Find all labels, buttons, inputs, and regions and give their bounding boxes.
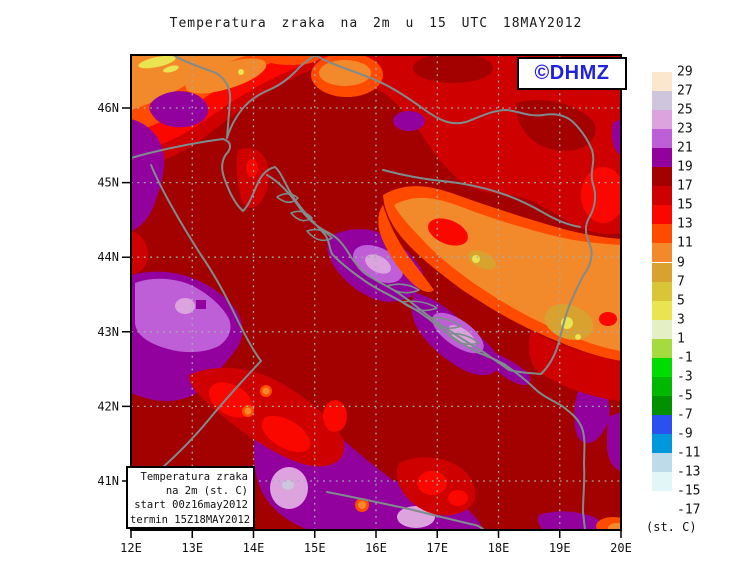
island-outline (290, 210, 313, 222)
temp-nw-yellow-streak-2 (163, 65, 179, 73)
temp-purple-small-square (196, 300, 206, 309)
border-alps (173, 55, 232, 139)
temp-patch-dark-2 (515, 100, 596, 151)
temp-band-yellow-dot-3 (575, 334, 581, 340)
lat-label-44N: 44N (97, 250, 119, 264)
page-title: Temperatura zraka na 2m u 15 UTC 18MAY20… (169, 16, 583, 31)
coastlines-and-borders (131, 55, 597, 530)
temp-purple-sliver-ne-edge (611, 119, 621, 155)
temp-nw-yellow-streak-1 (138, 55, 176, 69)
temp-band-yellow-dot-1 (472, 255, 480, 263)
border-montenegro (508, 369, 542, 375)
graticule (131, 55, 621, 530)
lon-label-13E: 13E (181, 541, 203, 555)
adriatic-islands (276, 192, 480, 346)
axis-labels: 46N 45N 44N 43N 42N 41N 12E 13E 14E 15E 16E 17E 18E 1… (97, 101, 632, 555)
temp-coastal-orangered-streak (378, 205, 434, 292)
border-bosnia (266, 174, 510, 371)
temp-band-brightred-spot (428, 218, 468, 246)
temp-patch-dark-1 (413, 55, 493, 83)
lon-label-18E: 18E (488, 541, 510, 555)
temp-midleft-orange-dot-1 (262, 387, 270, 395)
temp-purple-west-band (131, 119, 165, 231)
info-line-4: termin 15Z18MAY2012 (130, 513, 251, 526)
lon-label-12E: 12E (120, 541, 142, 555)
lon-label-14E: 14E (243, 541, 265, 555)
island-outline (427, 316, 462, 329)
temp-lilac-westcenter-core (175, 298, 195, 314)
border-slovenia-croatia (226, 55, 316, 139)
island-outline (276, 192, 299, 204)
border-sava (382, 169, 581, 228)
temp-nw-yellow-dot (238, 69, 244, 75)
temp-istria-bright (246, 159, 258, 177)
island-outline (386, 283, 420, 294)
lat-label-41N: 41N (97, 474, 119, 488)
border-hungary (314, 55, 593, 151)
lon-label-16E: 16E (365, 541, 387, 555)
border-serbia (540, 149, 597, 375)
temp-lilac-central-core (365, 254, 391, 274)
temp-midleft-bright-2 (261, 415, 311, 453)
lat-label-43N: 43N (97, 325, 119, 339)
temp-midleft-bright-1 (208, 382, 254, 418)
dhmz-logo-text: ©DHMZ (534, 62, 610, 84)
island-outline (447, 332, 480, 346)
temp-leftedge-red (131, 231, 148, 275)
temp-purple-nw-patch (149, 91, 209, 128)
temp-orange-dot-south (358, 501, 366, 509)
lon-label-20E: 20E (610, 541, 632, 555)
lon-label-15E: 15E (304, 541, 326, 555)
info-line-1: Temperatura zraka (140, 471, 248, 483)
temp-orchid-westcenter (135, 278, 231, 353)
lat-label-42N: 42N (97, 399, 119, 413)
temp-patch-dark-3 (381, 112, 487, 205)
island-outline (401, 300, 438, 312)
island-outline (306, 228, 333, 242)
temp-bottomcenter-bright-2 (448, 490, 468, 506)
lat-label-46N: 46N (97, 101, 119, 115)
temp-midleft-orange-dot-2 (244, 407, 252, 415)
temp-spot-bright-ne (581, 167, 621, 223)
temp-lavender-south-dot (282, 480, 294, 490)
lat-label-45N: 45N (97, 176, 119, 190)
temp-region-ne-15-17 (281, 55, 621, 235)
temp-corner-orange-se (608, 523, 621, 530)
coastline-adriatic (131, 138, 586, 530)
lon-label-17E: 17E (426, 541, 448, 555)
dhmz-watermark-box: ©DHMZ (517, 57, 627, 90)
temp-midleft-bright-3 (323, 400, 347, 432)
info-line-2: na 2m (st. C) (165, 485, 248, 498)
lon-label-19E: 19E (549, 541, 571, 555)
coastline-italy-adriatic (150, 164, 262, 362)
temp-purple-dot-north (393, 111, 425, 131)
temp-nw-orange-blob (185, 58, 267, 94)
temp-bottomcenter-bright-1 (417, 471, 447, 495)
temp-lilac-south-core-2 (397, 506, 435, 528)
coastline-italy-south (326, 491, 485, 530)
temp-band-red-spot-east (599, 312, 617, 326)
temp-purple-bottom-patch (538, 511, 602, 530)
temp-purple-east-edge (607, 412, 621, 471)
temp-lilac-dalmatia-core (448, 325, 476, 347)
temp-band-south-red-edge (529, 331, 621, 401)
temp-istria-red (236, 148, 269, 208)
run-info-box: Temperatura zraka na 2m (st. C) start 00… (126, 466, 255, 529)
temp-topcenter-orange-blob (319, 60, 371, 86)
info-line-3: start 00z16may2012 (134, 499, 248, 512)
